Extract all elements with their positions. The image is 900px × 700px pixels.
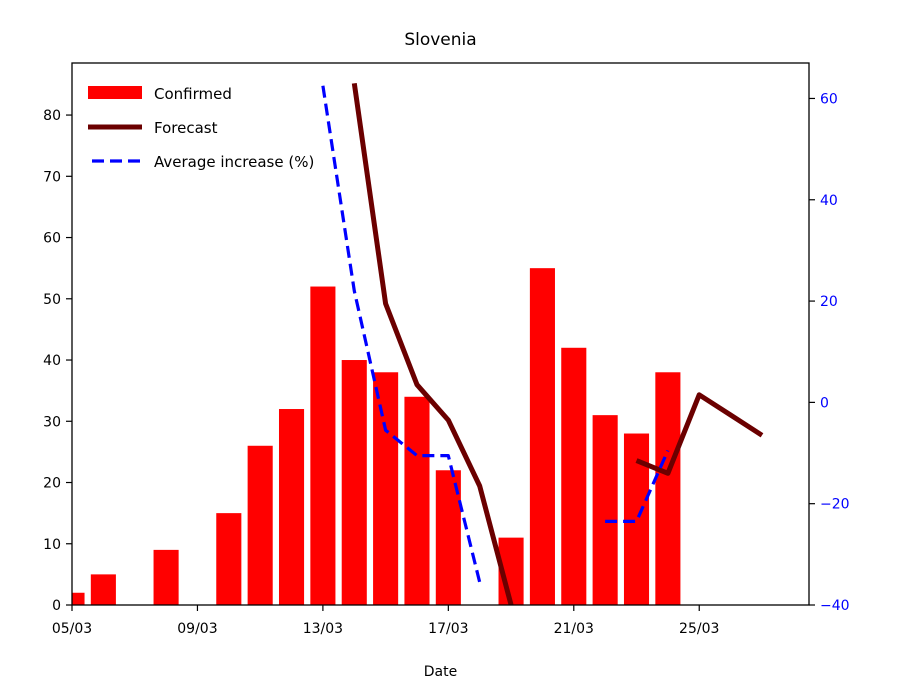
x-tick-label: 05/03 [52,621,92,637]
bar-confirmed-22 [592,415,618,605]
line-forecast-segment-1 [635,392,764,476]
y-tick-label-right: −40 [820,598,850,614]
y-tick-label-left: 0 [52,598,61,614]
line-group [321,82,764,605]
legend-label-average-increase: Average increase (%) [154,153,314,171]
x-axis: 05/03 09/03 13/03 17/03 21/03 25/03 [52,605,719,637]
y-tick-label-right: 20 [820,294,838,310]
line-forecast-segment-0 [351,82,514,605]
bar-confirmed-13 [310,286,336,605]
y-tick-label-right: 40 [820,193,838,209]
bar-confirmed-6 [90,574,116,605]
x-axis-label: Date [424,664,457,680]
y-tick-label-left: 30 [43,414,61,430]
bar-confirmed-16 [404,396,430,605]
legend: Confirmed Forecast Average increase (%) [88,85,314,171]
line-average-increase-segment-0 [321,85,482,583]
plot-frame [71,62,810,606]
bar-confirmed-8 [153,549,179,605]
x-tick-label: 13/03 [303,621,343,637]
bar-confirmed-11 [247,445,273,605]
y-axis-left: 0 10 20 30 40 50 60 70 80 [43,108,72,614]
bar-confirmed-24 [655,372,681,605]
y-tick-label-right: 0 [820,395,829,411]
y-tick-label-left: 20 [43,476,61,492]
x-tick-label: 17/03 [428,621,468,637]
bar-confirmed-12 [278,409,305,605]
legend-swatch-confirmed [88,86,142,99]
x-tick-label: 25/03 [679,621,719,637]
legend-label-confirmed: Confirmed [154,85,232,103]
chart-title: Slovenia [404,30,476,50]
bar-confirmed-15 [373,372,399,605]
bar-confirmed-10 [216,513,242,605]
y-tick-label-left: 10 [43,537,61,553]
bar-confirmed-14 [341,360,367,605]
y-tick-label-left: 80 [43,108,61,124]
bar-confirmed-5 [72,592,85,605]
x-tick-label: 21/03 [554,621,594,637]
y-tick-label-left: 60 [43,231,61,247]
y-tick-label-left: 70 [43,169,61,185]
y-tick-label-right: −20 [820,497,850,513]
legend-label-forecast: Forecast [154,119,218,137]
y-tick-label-right: 60 [820,91,838,107]
line-average-increase-segment-1 [605,449,670,524]
bar-group [72,268,681,605]
y-axis-right: −40 −20 0 20 40 60 [809,91,850,614]
bar-confirmed-23 [623,433,650,605]
x-tick-label: 09/03 [177,621,217,637]
y-tick-label-left: 40 [43,353,61,369]
bar-confirmed-21 [561,347,587,605]
bar-confirmed-20 [529,268,555,605]
y-tick-label-left: 50 [43,292,61,308]
